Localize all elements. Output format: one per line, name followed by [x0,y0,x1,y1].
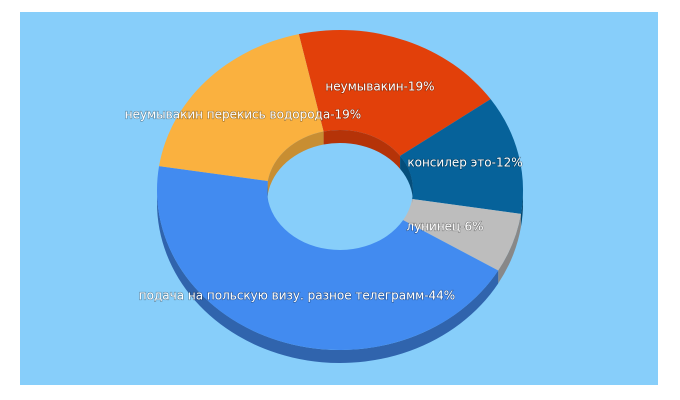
slice [403,198,521,271]
slice-inner-side [267,131,324,195]
slice-inner-side [323,130,401,169]
slice-label: неумывакин-19% [325,80,434,94]
slice-inner-side [267,181,268,203]
slice [157,166,499,350]
slice [298,30,491,156]
slice-inner-side [400,155,413,203]
slice [400,99,523,214]
slice-label: неумывакин перекись водорода-19% [125,108,361,122]
slice-label: лунинец-6% [406,220,483,234]
slice-label: консилер это-12% [407,156,522,170]
slice-side [498,213,521,284]
slice [159,34,324,182]
slice-label: подача на польскую визу. разное телеграм… [139,289,455,303]
slice-side [520,190,523,227]
